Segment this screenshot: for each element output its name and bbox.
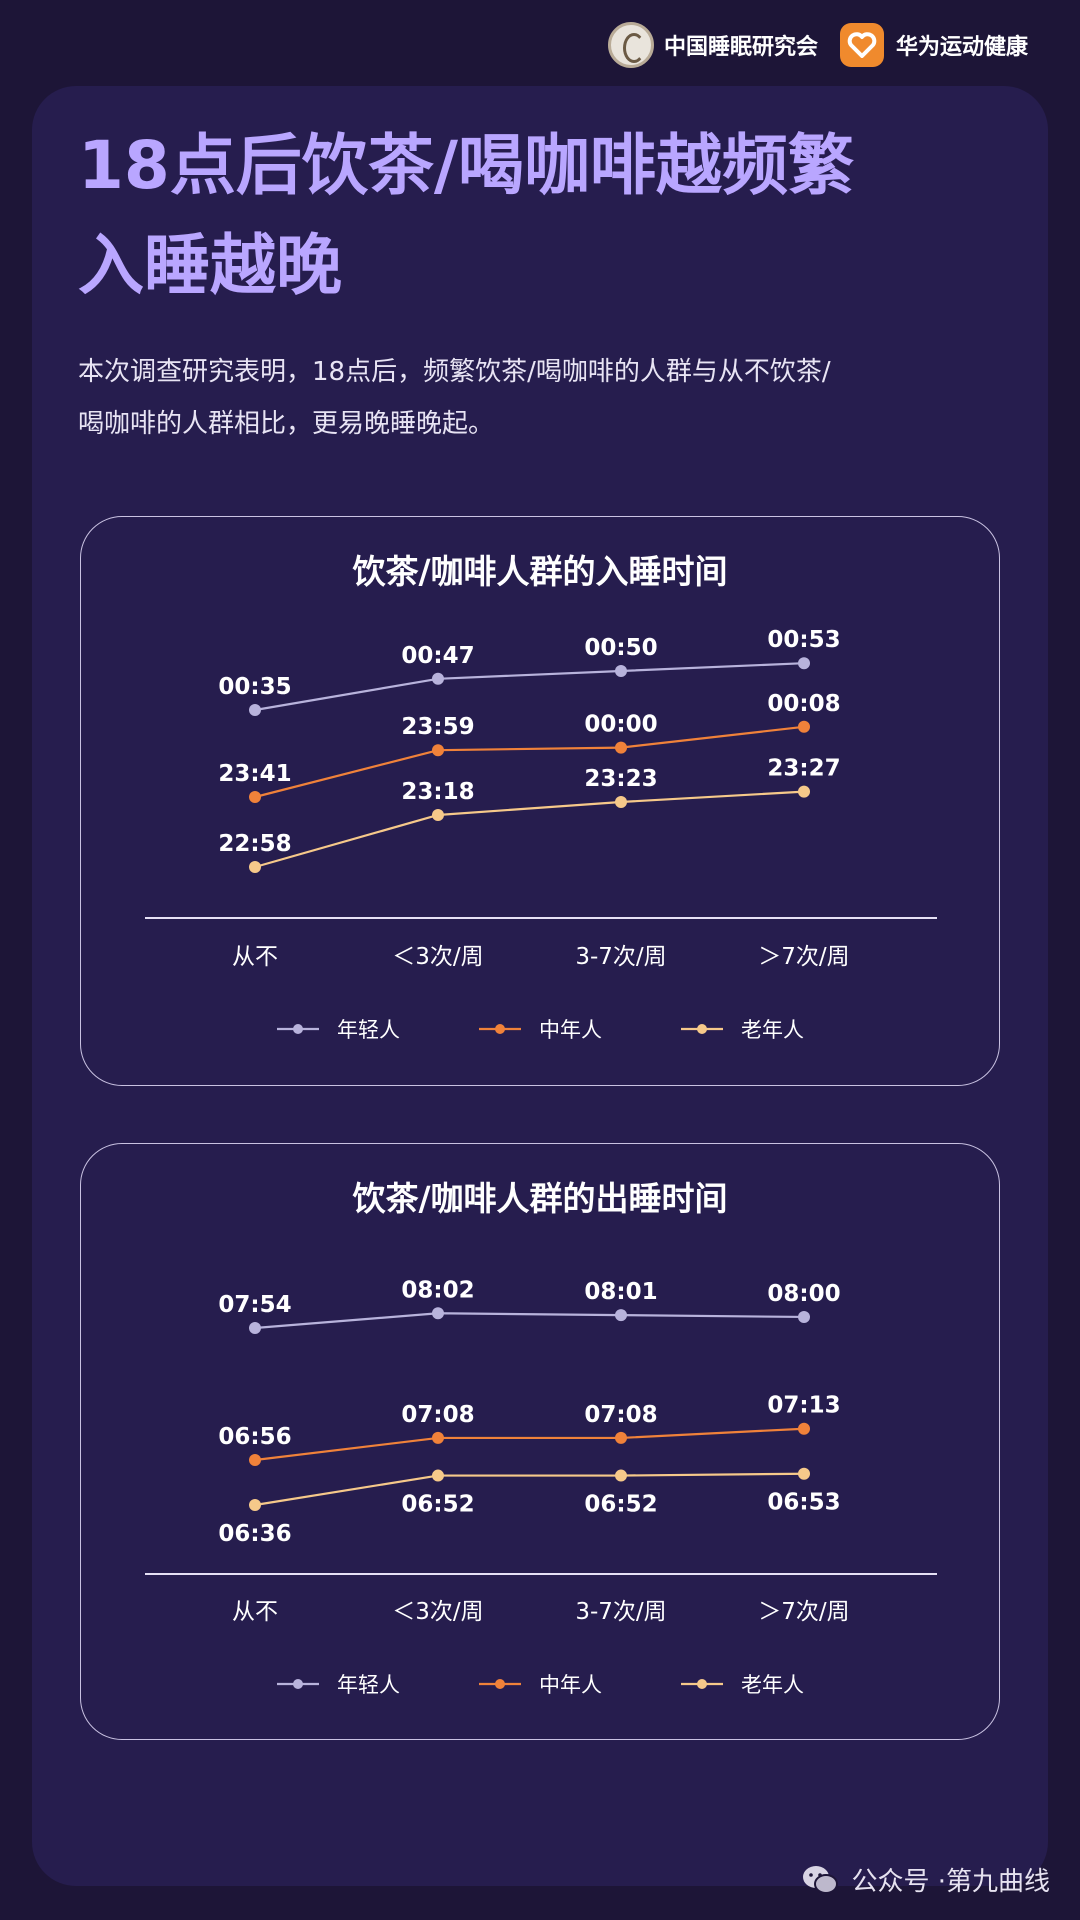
series-line (254, 1427, 805, 1462)
x-tick-label: 从不 (232, 944, 278, 970)
data-label: 06:52 (401, 1492, 474, 1518)
data-label: 23:41 (218, 761, 291, 787)
series-line (254, 1472, 805, 1507)
data-label: 23:18 (401, 779, 474, 805)
legend-marker (495, 1679, 505, 1689)
title-line-1: 18点后饮茶/喝咖啡越频繁 (78, 127, 854, 204)
legend-label: 中年人 (539, 1673, 602, 1697)
x-tick-label: ＞7次/周 (758, 944, 849, 970)
legend-label: 老年人 (741, 1018, 804, 1042)
data-point (432, 1307, 444, 1320)
footer-prefix: 公众号 · (851, 1867, 946, 1897)
sleep-research-brand: 中国睡眠研究会 (608, 22, 818, 68)
data-label: 08:00 (767, 1281, 840, 1307)
data-label: 23:59 (401, 714, 474, 740)
data-point (798, 720, 810, 733)
data-point (432, 744, 444, 757)
x-tick-label: ＜3次/周 (392, 1599, 483, 1625)
legend-marker (495, 1024, 505, 1034)
data-point (432, 809, 444, 821)
data-label: 00:00 (584, 712, 657, 738)
title-line-2: 入睡越晚 (78, 227, 342, 304)
org2-name: 华为运动健康 (896, 35, 1029, 60)
data-point (249, 791, 261, 803)
data-point (798, 657, 810, 670)
data-label: 07:13 (767, 1393, 840, 1419)
series-line (254, 1312, 805, 1330)
data-point (615, 1431, 627, 1444)
data-point (249, 704, 261, 716)
footer-watermark: 公众号 · 第九曲线 (801, 1861, 1050, 1898)
sleep-onset-card: 饮茶/咖啡人群的入睡时间 从不 ＜3次/周 3-7次/周 ＞7次/周 00:35 00:4… (80, 516, 1000, 1086)
x-tick-label: ＜3次/周 (392, 944, 483, 970)
data-label: 08:02 (401, 1277, 474, 1303)
legend-marker (697, 1024, 707, 1034)
data-label: 07:08 (584, 1402, 657, 1428)
page-title: 18点后饮茶/喝咖啡越频繁 入睡越晚 (78, 116, 978, 316)
data-label: 06:36 (218, 1521, 291, 1547)
series-line (254, 790, 805, 869)
footer-account: 第九曲线 (945, 1867, 1050, 1897)
legend-label: 中年人 (539, 1018, 602, 1042)
data-point (432, 1469, 444, 1482)
data-point (615, 1469, 627, 1482)
content-panel (32, 86, 1048, 1886)
chart-title: 饮茶/咖啡人群的入睡时间 (352, 552, 728, 591)
data-label: 06:53 (767, 1490, 840, 1516)
data-label: 08:01 (584, 1279, 657, 1305)
series-line (254, 725, 805, 799)
huawei-health-logo-icon (840, 23, 884, 67)
wake-time-chart: 从不 ＜3次/周 3-7次/周 ＞7次/周 07:54 08:02 08:01 08:00 年轻… (145, 1277, 937, 1697)
data-point (615, 665, 627, 677)
data-point (798, 1422, 810, 1435)
data-point (615, 796, 627, 808)
data-point (798, 785, 810, 798)
description-line-2: 喝咖啡的人群相比，更易晚睡晚起。 (78, 409, 495, 439)
wechat-icon (801, 1864, 839, 1896)
data-label: 23:27 (767, 756, 840, 782)
data-point (798, 1310, 810, 1323)
legend-marker (293, 1024, 303, 1034)
data-point (432, 672, 444, 685)
x-tick-label: ＞7次/周 (758, 1599, 849, 1625)
legend-label: 老年人 (741, 1673, 804, 1697)
sleep-research-logo-icon (608, 22, 654, 68)
data-label: 00:35 (218, 674, 291, 700)
data-label: 23:23 (584, 766, 657, 792)
data-point (249, 1499, 261, 1511)
data-point (249, 861, 261, 873)
legend-label: 年轻人 (337, 1673, 400, 1697)
data-point (249, 1322, 261, 1334)
data-label: 00:08 (767, 691, 840, 717)
description: 本次调查研究表明，18点后，频繁饮茶/喝咖啡的人群与从不饮茶/ 喝咖啡的人群相比… (78, 346, 978, 450)
legend-label: 年轻人 (337, 1018, 400, 1042)
data-point (615, 1309, 627, 1322)
data-label: 00:50 (584, 635, 657, 661)
sleep-onset-chart: 从不 ＜3次/周 3-7次/周 ＞7次/周 00:35 00:47 00:50 00:53 年轻… (145, 627, 937, 1042)
description-line-1: 本次调查研究表明，18点后，频繁饮茶/喝咖啡的人群与从不饮茶/ (78, 357, 831, 387)
data-label: 22:58 (218, 831, 291, 857)
x-tick-label: 从不 (232, 1599, 278, 1625)
data-label: 00:53 (767, 627, 840, 653)
data-point (249, 1454, 261, 1466)
data-label: 06:56 (218, 1424, 291, 1450)
x-tick-label: 3-7次/周 (575, 1599, 666, 1625)
legend-marker (697, 1679, 707, 1689)
data-point (615, 741, 627, 754)
huawei-health-brand: 华为运动健康 (840, 22, 1028, 68)
data-label: 06:52 (584, 1492, 657, 1518)
data-point (432, 1431, 444, 1444)
series-line (254, 662, 805, 712)
data-label: 07:08 (401, 1402, 474, 1428)
top-bar: 中国睡眠研究会 华为运动健康 (0, 0, 1080, 88)
chart-title: 饮茶/咖啡人群的出睡时间 (352, 1179, 728, 1218)
wake-time-card: 饮茶/咖啡人群的出睡时间 从不 ＜3次/周 3-7次/周 ＞7次/周 07:54 08:0… (80, 1143, 1000, 1740)
data-point (798, 1467, 810, 1480)
data-label: 07:54 (218, 1292, 291, 1318)
legend-marker (293, 1679, 303, 1689)
data-label: 00:47 (401, 643, 474, 669)
org1-name: 中国睡眠研究会 (664, 35, 819, 60)
x-tick-label: 3-7次/周 (575, 944, 666, 970)
